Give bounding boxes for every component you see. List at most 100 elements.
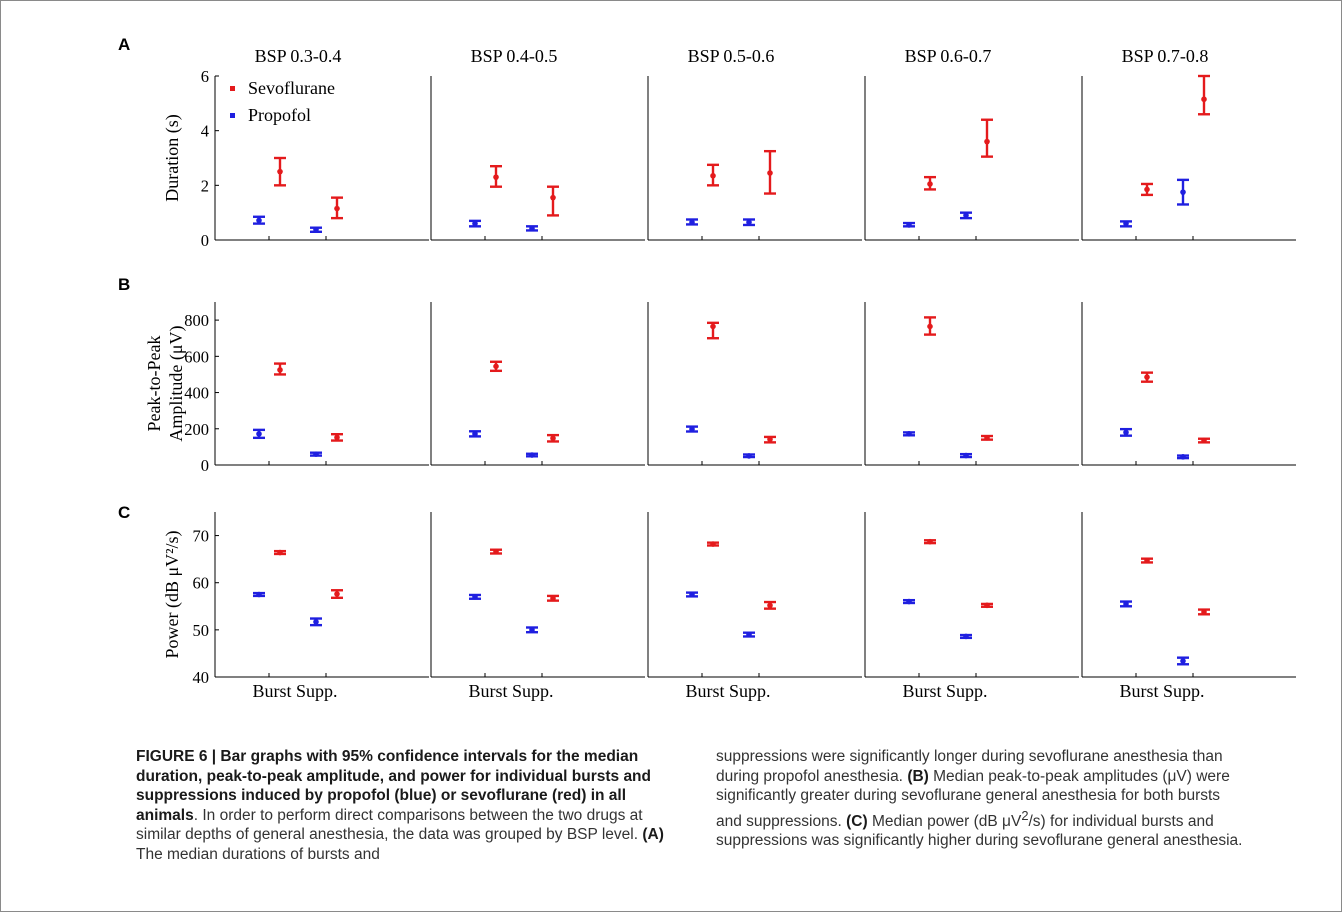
- median-point-propofol: [256, 591, 262, 598]
- caption-text-1: . In order to perform direct comparisons…: [136, 806, 643, 844]
- median-point-sevoflurane: [550, 435, 556, 441]
- median-point-propofol: [746, 631, 752, 638]
- y-axis-label: Power (dB μV²/s): [162, 530, 183, 658]
- panel-letter: C: [118, 503, 130, 522]
- y-tick-label: 40: [193, 668, 210, 687]
- median-point-sevoflurane: [1144, 374, 1150, 380]
- caption-column-left: FIGURE 6 | Bar graphs with 95% confidenc…: [136, 747, 666, 864]
- y-tick-label: 0: [201, 456, 209, 475]
- legend-label-propofol: Propofol: [248, 105, 311, 125]
- median-point-sevoflurane: [984, 602, 990, 609]
- median-point-sevoflurane: [927, 181, 933, 187]
- legend-label-sevoflurane: Sevoflurane: [248, 78, 335, 98]
- median-point-propofol: [1180, 454, 1186, 460]
- median-point-propofol: [746, 453, 752, 459]
- legend-marker-sevoflurane: [230, 86, 235, 91]
- median-point-sevoflurane: [710, 172, 716, 179]
- x-axis-label: Burst Supp.: [468, 681, 553, 701]
- median-point-sevoflurane: [927, 538, 933, 545]
- median-point-propofol: [313, 619, 319, 625]
- y-tick-label: 400: [184, 384, 209, 403]
- y-tick-label: 600: [184, 347, 209, 366]
- y-tick-label: 70: [193, 527, 210, 546]
- median-point-sevoflurane: [1201, 609, 1207, 615]
- caption-text-3: Median peak-to-peak amplitudes (μV) were…: [716, 767, 1230, 830]
- median-point-propofol: [313, 226, 319, 233]
- panel-letter: B: [118, 275, 130, 294]
- median-point-sevoflurane: [1201, 437, 1207, 444]
- column-title: BSP 0.6-0.7: [905, 46, 992, 66]
- median-point-sevoflurane: [550, 595, 556, 602]
- median-point-sevoflurane: [550, 194, 556, 201]
- median-point-propofol: [256, 217, 262, 224]
- median-point-propofol: [472, 594, 478, 600]
- caption-ref-b: (B): [907, 767, 929, 785]
- caption-text-4-superscript: 2: [1021, 807, 1029, 823]
- median-point-propofol: [963, 452, 969, 459]
- caption-text-4a: Median power (dB μV: [867, 812, 1022, 830]
- caption-text-2b: suppressions were significantly longer d…: [716, 748, 1223, 785]
- median-point-propofol: [1123, 220, 1129, 227]
- y-axis-label: Duration (s): [162, 114, 183, 201]
- figure-chart: BSP 0.3-0.4 BSP 0.4-0.5 BSP 0.5-0.6 BSP 0.6…: [118, 35, 1296, 701]
- x-axis-label: Burst Supp.: [685, 681, 770, 701]
- median-point-propofol: [1180, 189, 1186, 195]
- median-point-propofol: [472, 431, 478, 437]
- median-point-sevoflurane: [277, 168, 283, 175]
- median-point-sevoflurane: [1201, 96, 1207, 103]
- median-point-propofol: [906, 598, 912, 605]
- median-point-propofol: [1123, 429, 1129, 436]
- median-point-propofol: [529, 225, 535, 232]
- column-title: BSP 0.4-0.5: [471, 46, 558, 66]
- median-point-sevoflurane: [984, 435, 990, 441]
- y-tick-label: 200: [184, 420, 209, 439]
- caption-label: FIGURE 6 | Bar graphs with 95% confidenc…: [136, 748, 651, 824]
- median-point-propofol: [529, 627, 535, 633]
- caption-column-right: suppressions were significantly longer d…: [716, 747, 1246, 851]
- y-axis-label: Amplitude (μV): [166, 325, 187, 441]
- median-point-sevoflurane: [710, 323, 716, 330]
- caption-text-4b: /s) for individual bursts and suppressio…: [716, 812, 1243, 850]
- median-point-sevoflurane: [334, 434, 340, 441]
- median-point-propofol: [963, 633, 969, 640]
- median-point-sevoflurane: [493, 174, 499, 180]
- column-title: BSP 0.5-0.6: [688, 46, 775, 66]
- median-point-propofol: [313, 451, 319, 457]
- median-point-sevoflurane: [767, 170, 773, 176]
- median-point-sevoflurane: [334, 591, 340, 597]
- legend-marker-propofol: [230, 113, 235, 118]
- y-tick-label: 60: [193, 574, 210, 593]
- median-point-propofol: [1123, 601, 1129, 607]
- median-point-sevoflurane: [493, 363, 499, 370]
- median-point-propofol: [256, 431, 262, 437]
- median-point-sevoflurane: [334, 205, 340, 212]
- median-point-propofol: [689, 591, 695, 598]
- median-point-propofol: [472, 220, 478, 227]
- panel-letter: A: [118, 35, 130, 54]
- y-tick-label: 50: [193, 621, 210, 640]
- median-point-sevoflurane: [277, 549, 283, 556]
- x-axis-label: Burst Supp.: [1119, 681, 1204, 701]
- median-point-sevoflurane: [984, 138, 990, 145]
- median-point-sevoflurane: [1144, 557, 1150, 564]
- median-point-sevoflurane: [767, 436, 773, 443]
- median-point-propofol: [906, 431, 912, 437]
- median-point-propofol: [529, 452, 535, 458]
- y-tick-label: 4: [201, 122, 209, 141]
- median-point-sevoflurane: [927, 323, 933, 330]
- x-axis-label: Burst Supp.: [902, 681, 987, 701]
- median-point-sevoflurane: [1144, 186, 1150, 193]
- median-point-propofol: [963, 212, 969, 219]
- caption-ref-a: (A): [642, 826, 664, 843]
- median-point-propofol: [746, 219, 752, 226]
- x-axis-label: Burst Supp.: [252, 681, 337, 701]
- median-point-sevoflurane: [767, 602, 773, 609]
- median-point-propofol: [906, 222, 912, 228]
- caption-text-2a: The median durations of bursts and: [136, 845, 380, 863]
- y-tick-label: 0: [201, 231, 209, 250]
- column-title: BSP 0.3-0.4: [255, 46, 342, 66]
- y-tick-label: 800: [184, 311, 209, 330]
- median-point-propofol: [689, 219, 695, 226]
- median-point-propofol: [1180, 658, 1186, 664]
- caption-ref-c: (C): [846, 812, 868, 830]
